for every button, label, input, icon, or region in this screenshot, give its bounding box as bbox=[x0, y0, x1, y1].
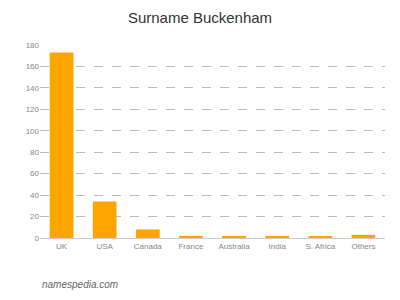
svg-text:20: 20 bbox=[30, 212, 39, 221]
svg-text:Canada: Canada bbox=[134, 242, 163, 251]
svg-text:120: 120 bbox=[26, 105, 40, 114]
svg-text:0: 0 bbox=[35, 234, 40, 243]
svg-text:S. Africa: S. Africa bbox=[305, 242, 335, 251]
svg-text:80: 80 bbox=[30, 148, 39, 157]
svg-text:180: 180 bbox=[26, 41, 40, 50]
svg-text:60: 60 bbox=[30, 169, 39, 178]
svg-text:Others: Others bbox=[351, 242, 375, 251]
svg-text:40: 40 bbox=[30, 191, 39, 200]
svg-text:100: 100 bbox=[26, 127, 40, 136]
svg-text:France: France bbox=[178, 242, 203, 251]
svg-text:USA: USA bbox=[96, 242, 113, 251]
svg-text:namespedia.com: namespedia.com bbox=[42, 279, 118, 290]
svg-text:Australia: Australia bbox=[218, 242, 250, 251]
svg-text:140: 140 bbox=[26, 84, 40, 93]
svg-text:160: 160 bbox=[26, 62, 40, 71]
svg-text:India: India bbox=[269, 242, 287, 251]
svg-text:Surname Buckenham: Surname Buckenham bbox=[128, 9, 272, 26]
svg-text:UK: UK bbox=[56, 242, 68, 251]
